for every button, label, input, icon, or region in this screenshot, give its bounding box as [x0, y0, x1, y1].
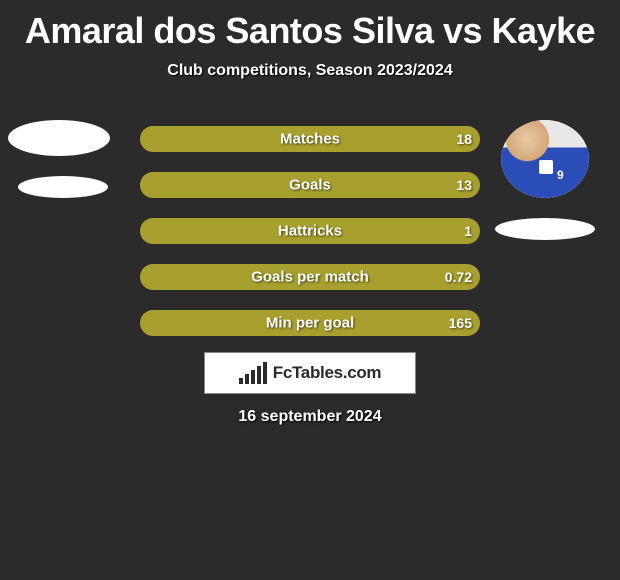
stats-panel: Matches 18 Goals 13 Hattricks 1 Goals per matc…: [140, 126, 480, 356]
stat-row: Min per goal 165: [140, 310, 480, 336]
bar-icon-segment: [239, 378, 243, 384]
left-player-col: [8, 120, 118, 198]
right-player-name-placeholder: [495, 218, 595, 240]
stat-value-right: 0.72: [445, 269, 472, 285]
subtitle: Club competitions, Season 2023/2024: [0, 62, 620, 80]
bar-icon-segment: [263, 362, 267, 384]
stat-value-right: 13: [456, 177, 472, 193]
page-title: Amaral dos Santos Silva vs Kayke: [0, 0, 620, 52]
bar-icon-segment: [257, 366, 261, 384]
stat-row: Goals per match 0.72: [140, 264, 480, 290]
generated-date: 16 september 2024: [238, 408, 381, 426]
stat-row: Matches 18: [140, 126, 480, 152]
right-player-col: [490, 120, 600, 240]
bar-icon-segment: [245, 374, 249, 384]
logo-text: FcTables.com: [273, 363, 382, 383]
stat-label: Goals: [289, 177, 331, 194]
stat-label: Goals per match: [251, 269, 369, 286]
stat-label: Matches: [280, 131, 340, 148]
stat-label: Min per goal: [266, 315, 354, 332]
stat-value-right: 1: [464, 223, 472, 239]
left-player-name-placeholder: [18, 176, 108, 198]
stat-value-right: 165: [449, 315, 472, 331]
stat-label: Hattricks: [278, 223, 342, 240]
stat-row: Hattricks 1: [140, 218, 480, 244]
bars-icon: [239, 362, 267, 384]
fctables-logo: FcTables.com: [204, 352, 416, 394]
right-player-avatar: [501, 120, 589, 198]
stat-row: Goals 13: [140, 172, 480, 198]
right-player-photo: [501, 120, 589, 198]
bar-icon-segment: [251, 370, 255, 384]
stat-value-right: 18: [456, 131, 472, 147]
left-player-avatar-placeholder: [8, 120, 110, 156]
